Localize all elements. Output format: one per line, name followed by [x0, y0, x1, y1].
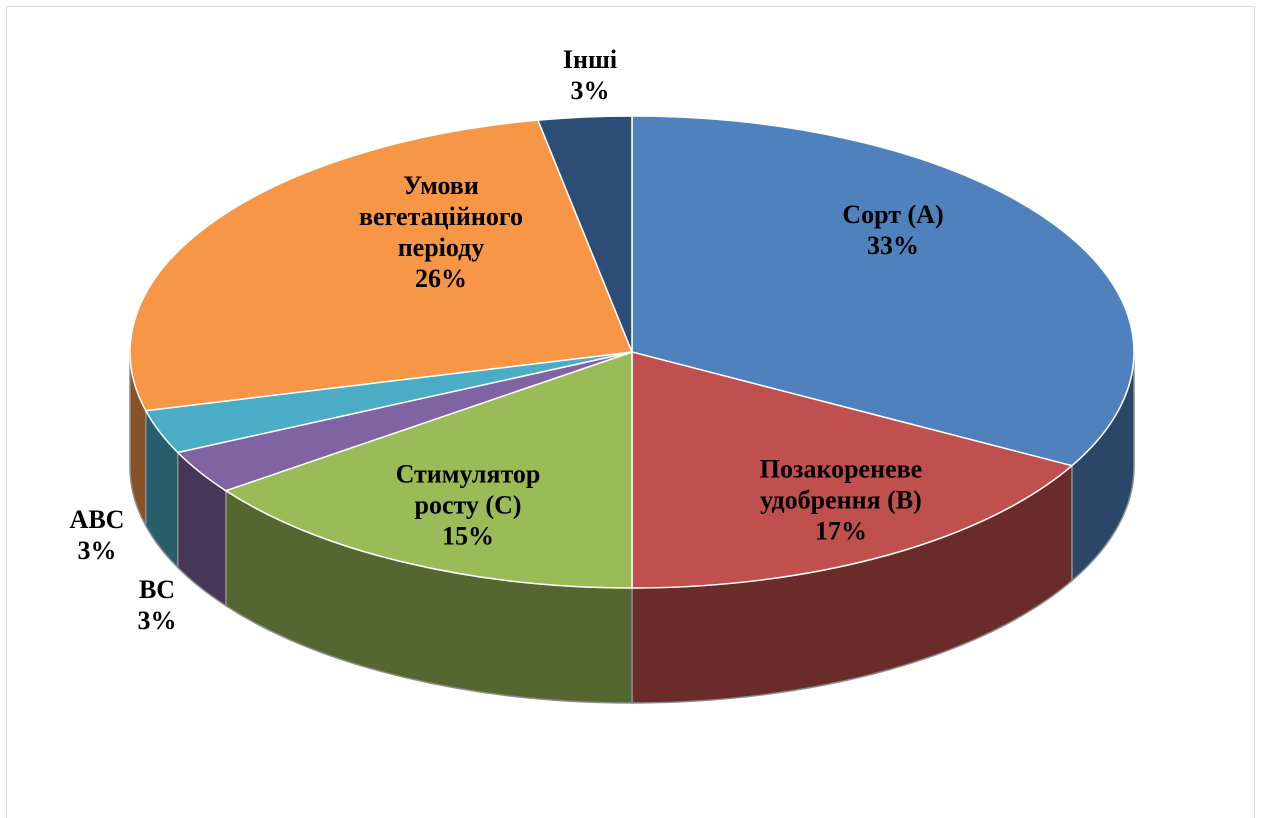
slice-label: BC 3%: [117, 574, 197, 636]
category-label: Інші: [562, 45, 618, 74]
pie-slice: [224, 350, 633, 589]
value-label: 17%: [815, 516, 867, 546]
slice-label: Сорт (A) 33%: [793, 199, 993, 261]
pie-slice: [536, 115, 633, 353]
category-label: Позакореневе удобрення (B): [759, 454, 923, 515]
pie-slice: [631, 115, 1135, 467]
value-label: 26%: [415, 264, 467, 293]
category-label: Сорт (A): [842, 200, 944, 229]
pie-slice: [129, 119, 634, 412]
pie-slice: [631, 351, 1074, 589]
slice-label: ABC 3%: [57, 504, 137, 566]
slice-label: Умови вегетаційного періоду 26%: [356, 170, 526, 294]
value-label: 3%: [137, 606, 177, 635]
category-label: Умови вегетаційного періоду: [359, 171, 523, 262]
category-label: Стимулятор росту (C): [395, 459, 541, 520]
value-label: 33%: [867, 231, 919, 260]
value-label: 3%: [77, 536, 117, 565]
value-label: 15%: [442, 521, 494, 551]
category-label: BC: [138, 575, 176, 604]
category-label: ABC: [69, 505, 125, 534]
slice-label: Позакореневе удобрення (B) 17%: [721, 454, 961, 547]
value-label: 3%: [570, 76, 610, 105]
slice-label: Стимулятор росту (C) 15%: [368, 459, 568, 552]
slice-label: Інші 3%: [550, 44, 630, 106]
chart-frame: [6, 6, 1255, 818]
